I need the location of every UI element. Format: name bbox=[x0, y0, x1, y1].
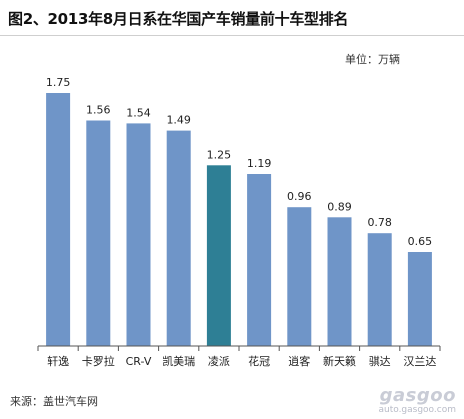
bar-value-label: 0.78 bbox=[367, 216, 392, 229]
x-tick-label: 逍客 bbox=[288, 354, 310, 368]
x-tick-label: 卡罗拉 bbox=[82, 354, 115, 368]
bar-6 bbox=[247, 174, 272, 346]
x-tick-label: 轩逸 bbox=[47, 354, 69, 368]
x-tick-label: 凌派 bbox=[208, 354, 230, 368]
chart-title: 图2、2013年8月日系在华国产车销量前十车型排名 bbox=[8, 10, 349, 28]
x-axis-tick-labels: 轩逸 卡罗拉 CR-V 凯美瑞 凌派 花冠 逍客 新天籁 骐达 汉兰达 bbox=[47, 354, 436, 368]
bar-value-label: 1.25 bbox=[207, 148, 232, 161]
x-tick-label: 花冠 bbox=[248, 355, 270, 368]
bar-4 bbox=[166, 130, 191, 346]
x-tick-label: 凯美瑞 bbox=[162, 354, 195, 368]
bar-value-label: 1.56 bbox=[86, 104, 111, 117]
bars-group bbox=[46, 93, 432, 347]
bar-value-label: 1.75 bbox=[46, 76, 71, 89]
value-labels-group: 1.75 1.56 1.54 1.49 1.25 1.19 0.96 0.89 0.78 0.65 bbox=[46, 76, 432, 248]
bar-value-label: 1.19 bbox=[247, 157, 272, 170]
source-note: 来源：盖世汽车网 bbox=[10, 395, 98, 408]
bar-value-label: 1.49 bbox=[166, 114, 191, 127]
bar-1 bbox=[46, 93, 71, 346]
bar-7 bbox=[287, 207, 312, 346]
bar-8 bbox=[327, 217, 352, 346]
bar-value-label: 0.89 bbox=[327, 200, 352, 213]
x-tick-label: CR-V bbox=[126, 355, 152, 368]
bar-value-label: 1.54 bbox=[126, 106, 151, 119]
unit-label: 单位：万辆 bbox=[345, 53, 400, 66]
watermark-logo-text: gasgoo bbox=[379, 385, 456, 406]
bar-9 bbox=[367, 233, 392, 346]
bar-5 bbox=[206, 165, 231, 346]
bar-10 bbox=[407, 252, 432, 346]
x-tick-label: 骐达 bbox=[369, 355, 391, 368]
bar-value-label: 0.96 bbox=[287, 190, 312, 203]
x-axis-ticks bbox=[37, 346, 441, 351]
bar-3 bbox=[126, 123, 151, 347]
title-divider bbox=[0, 35, 464, 36]
bar-value-label: 0.65 bbox=[408, 235, 433, 248]
bar-2 bbox=[86, 120, 111, 346]
x-tick-label: 新天籁 bbox=[323, 354, 356, 368]
x-tick-label: 汉兰达 bbox=[403, 355, 436, 368]
watermark-url: auto.gasgoo.com bbox=[378, 405, 456, 415]
watermark-logo: gasgoo auto.gasgoo.com bbox=[378, 387, 456, 415]
